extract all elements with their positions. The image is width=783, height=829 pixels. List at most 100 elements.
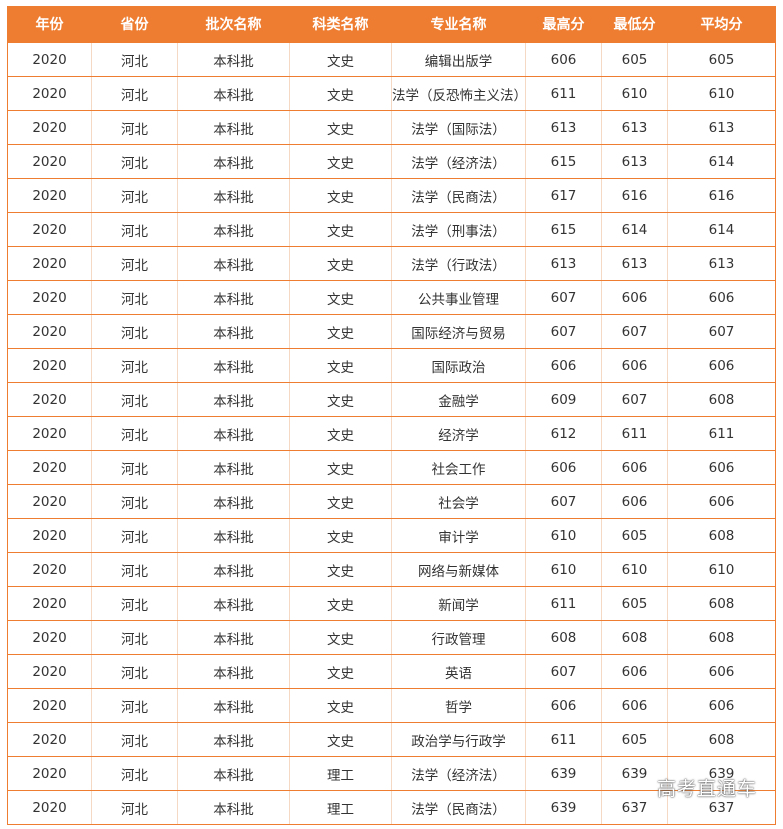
cell-year: 2020 <box>7 42 92 77</box>
cell-year: 2020 <box>7 552 92 587</box>
cell-major: 法学（国际法） <box>391 110 526 145</box>
cell-max-score: 611 <box>525 76 602 111</box>
cell-max-score: 612 <box>525 416 602 451</box>
cell-province: 河北 <box>91 42 178 77</box>
cell-province: 河北 <box>91 552 178 587</box>
cell-year: 2020 <box>7 756 92 791</box>
cell-province: 河北 <box>91 756 178 791</box>
cell-major: 法学（行政法） <box>391 246 526 281</box>
table-row: 2020 河北 本科批 文史 政治学与行政学 611 605 608 <box>7 722 776 757</box>
cell-category: 文史 <box>289 178 392 213</box>
cell-avg-score: 616 <box>667 178 776 213</box>
cell-year: 2020 <box>7 790 92 825</box>
cell-max-score: 608 <box>525 620 602 655</box>
cell-avg-score: 610 <box>667 76 776 111</box>
cell-category: 文史 <box>289 348 392 383</box>
cell-min-score: 611 <box>601 416 668 451</box>
cell-year: 2020 <box>7 416 92 451</box>
cell-province: 河北 <box>91 110 178 145</box>
cell-major: 法学（刑事法） <box>391 212 526 247</box>
cell-avg-score: 610 <box>667 552 776 587</box>
cell-province: 河北 <box>91 484 178 519</box>
cell-batch: 本科批 <box>177 620 290 655</box>
table-body: 2020 河北 本科批 文史 编辑出版学 606 605 605 2020 河北 本科批 文史 法学（反… <box>7 42 776 825</box>
cell-major: 法学（民商法） <box>391 178 526 213</box>
cell-province: 河北 <box>91 246 178 281</box>
cell-year: 2020 <box>7 212 92 247</box>
cell-province: 河北 <box>91 382 178 417</box>
cell-avg-score: 606 <box>667 484 776 519</box>
table-row: 2020 河北 本科批 文史 新闻学 611 605 608 <box>7 586 776 621</box>
cell-batch: 本科批 <box>177 76 290 111</box>
cell-avg-score: 606 <box>667 654 776 689</box>
cell-min-score: 610 <box>601 76 668 111</box>
watermark: 高考直通车 <box>656 778 757 800</box>
cell-major: 金融学 <box>391 382 526 417</box>
cell-batch: 本科批 <box>177 280 290 315</box>
cell-batch: 本科批 <box>177 790 290 825</box>
cell-category: 文史 <box>289 620 392 655</box>
cell-batch: 本科批 <box>177 246 290 281</box>
cell-batch: 本科批 <box>177 348 290 383</box>
table-row: 2020 河北 本科批 文史 网络与新媒体 610 610 610 <box>7 552 776 587</box>
cell-batch: 本科批 <box>177 178 290 213</box>
cell-category: 文史 <box>289 586 392 621</box>
cell-avg-score: 606 <box>667 688 776 723</box>
cell-max-score: 613 <box>525 246 602 281</box>
cell-province: 河北 <box>91 76 178 111</box>
table-row: 2020 河北 本科批 文史 哲学 606 606 606 <box>7 688 776 723</box>
cell-major: 公共事业管理 <box>391 280 526 315</box>
table-row: 2020 河北 本科批 文史 公共事业管理 607 606 606 <box>7 280 776 315</box>
cell-min-score: 613 <box>601 110 668 145</box>
cell-max-score: 617 <box>525 178 602 213</box>
cell-min-score: 607 <box>601 314 668 349</box>
score-table: 年份 省份 批次名称 科类名称 专业名称 最高分 最低分 平均分 2020 河北 本科批 文史 编辑出… <box>7 6 776 825</box>
column-header-avg-score: 平均分 <box>667 6 776 43</box>
cell-batch: 本科批 <box>177 110 290 145</box>
cell-max-score: 610 <box>525 518 602 553</box>
cell-year: 2020 <box>7 144 92 179</box>
cell-province: 河北 <box>91 654 178 689</box>
cell-major: 经济学 <box>391 416 526 451</box>
cell-batch: 本科批 <box>177 552 290 587</box>
cell-major: 哲学 <box>391 688 526 723</box>
cell-province: 河北 <box>91 314 178 349</box>
table-row: 2020 河北 本科批 文史 社会工作 606 606 606 <box>7 450 776 485</box>
cell-major: 新闻学 <box>391 586 526 621</box>
cell-avg-score: 613 <box>667 110 776 145</box>
cell-major: 国际经济与贸易 <box>391 314 526 349</box>
table-row: 2020 河北 本科批 文史 英语 607 606 606 <box>7 654 776 689</box>
cell-category: 文史 <box>289 416 392 451</box>
cell-avg-score: 637 <box>667 790 776 825</box>
cell-avg-score: 614 <box>667 212 776 247</box>
cell-year: 2020 <box>7 620 92 655</box>
table-row: 2020 河北 本科批 文史 行政管理 608 608 608 <box>7 620 776 655</box>
cell-avg-score: 607 <box>667 314 776 349</box>
cell-year: 2020 <box>7 110 92 145</box>
cell-avg-score: 608 <box>667 382 776 417</box>
cell-category: 文史 <box>289 722 392 757</box>
cell-batch: 本科批 <box>177 144 290 179</box>
cell-year: 2020 <box>7 654 92 689</box>
table-row: 2020 河北 本科批 文史 国际政治 606 606 606 <box>7 348 776 383</box>
cell-category: 文史 <box>289 382 392 417</box>
cell-batch: 本科批 <box>177 212 290 247</box>
cell-category: 文史 <box>289 552 392 587</box>
cell-major: 编辑出版学 <box>391 42 526 77</box>
cell-min-score: 606 <box>601 348 668 383</box>
cell-avg-score: 606 <box>667 450 776 485</box>
cell-max-score: 615 <box>525 212 602 247</box>
table-header: 年份 省份 批次名称 科类名称 专业名称 最高分 最低分 平均分 <box>7 6 776 43</box>
cell-major: 法学（经济法） <box>391 144 526 179</box>
cell-max-score: 613 <box>525 110 602 145</box>
cell-batch: 本科批 <box>177 416 290 451</box>
cell-category: 文史 <box>289 110 392 145</box>
cell-min-score: 605 <box>601 518 668 553</box>
column-header-category: 科类名称 <box>289 6 392 43</box>
cell-max-score: 607 <box>525 484 602 519</box>
cell-avg-score: 605 <box>667 42 776 77</box>
cell-avg-score: 608 <box>667 620 776 655</box>
cell-avg-score: 611 <box>667 416 776 451</box>
cell-avg-score: 608 <box>667 722 776 757</box>
table-row: 2020 河北 本科批 文史 法学（反恐怖主义法） 611 610 610 <box>7 76 776 111</box>
